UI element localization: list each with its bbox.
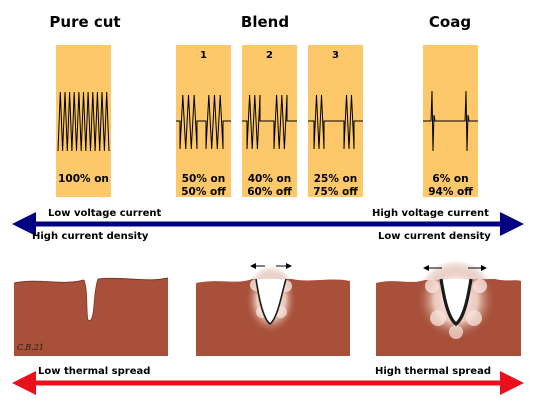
heading-blend: Blend [240,13,290,31]
blend-1-duty-off: 50% off [181,186,226,198]
artist-signature: C.B.21 [17,343,44,352]
pure-cut-waveform [57,91,110,152]
tissue-block-pure-cut [13,277,169,356]
blend-1-waveform [176,94,231,150]
blend-2-number: 2 [266,50,273,61]
coag-duty-off: 94% off [428,186,473,198]
heading-pure-cut: Pure cut [49,13,121,31]
blend-3-waveform [308,94,363,150]
blend-3-number: 3 [332,50,339,61]
coag-waveform [423,90,478,152]
panel-pure-cut: 100% on [56,45,111,197]
blend-spread-arrows [250,263,292,269]
label-high-current-density: High current density [32,231,149,242]
pure-cut-duty-on: 100% on [58,173,109,185]
label-low-current-density: Low current density [378,231,491,242]
panel-blend-1: 1 50% on 50% off [176,45,231,198]
coag-spread-arrows [423,265,487,271]
panel-blend-3: 3 25% on 75% off [308,45,363,198]
blend-1-number: 1 [200,50,207,61]
tissue-block-coag [376,260,521,356]
label-low-thermal-spread: Low thermal spread [38,366,151,377]
blend-1-duty-on: 50% on [181,173,226,185]
label-low-voltage: Low voltage current [48,208,162,219]
blend-2-waveform [242,94,297,150]
label-high-voltage: High voltage current [372,208,489,219]
label-high-thermal-spread: High thermal spread [375,366,491,377]
blend-3-duty-on: 25% on [313,173,358,185]
blend-2-duty-off: 60% off [247,186,292,198]
heading-coag: Coag [428,13,472,31]
panel-blend-2: 2 40% on 60% off [242,45,297,198]
blend-2-duty-on: 40% on [247,173,292,185]
coag-duty-on: 6% on [432,173,469,185]
panel-coag: 6% on 94% off [423,45,478,198]
blend-3-duty-off: 75% off [313,186,358,198]
tissue-block-blend [196,266,350,356]
